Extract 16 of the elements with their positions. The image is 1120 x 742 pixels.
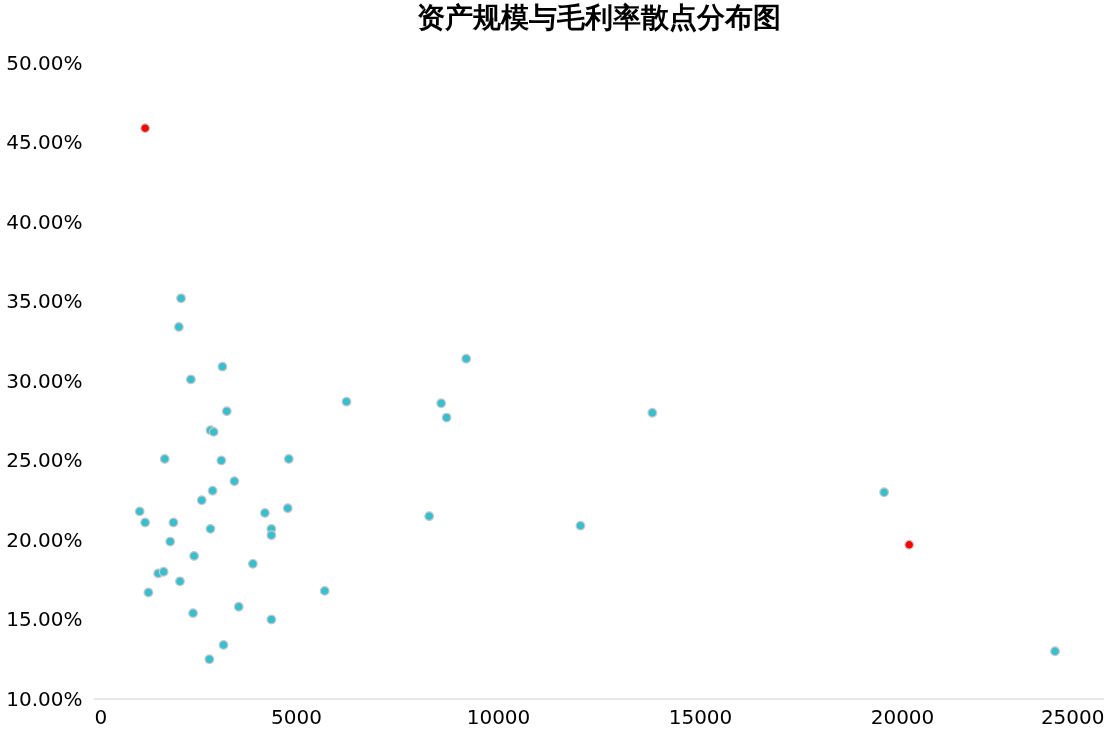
y-tick-label: 45.00%	[6, 130, 83, 154]
y-tick-label: 30.00%	[6, 368, 83, 393]
y-tick-label: 20.00%	[6, 527, 83, 552]
y-tick-label: 35.00%	[6, 289, 83, 313]
x-tick-label: 0	[94, 704, 108, 729]
x-tick-label: 10000	[466, 704, 531, 729]
y-tick-label: 40.00%	[6, 209, 83, 234]
x-tick-label: 5000	[271, 704, 322, 729]
x-tick-label: 15000	[668, 704, 733, 729]
y-tick-label: 50.00%	[6, 50, 83, 75]
x-tick-label: 25000	[1040, 704, 1105, 729]
chart-title: 资产规模与毛利率散点分布图	[417, 1, 781, 34]
y-tick-label: 10.00%	[6, 686, 83, 711]
x-tick-label: 20000	[870, 704, 935, 729]
y-tick-label: 25.00%	[6, 448, 83, 472]
y-tick-label: 15.00%	[6, 607, 83, 631]
